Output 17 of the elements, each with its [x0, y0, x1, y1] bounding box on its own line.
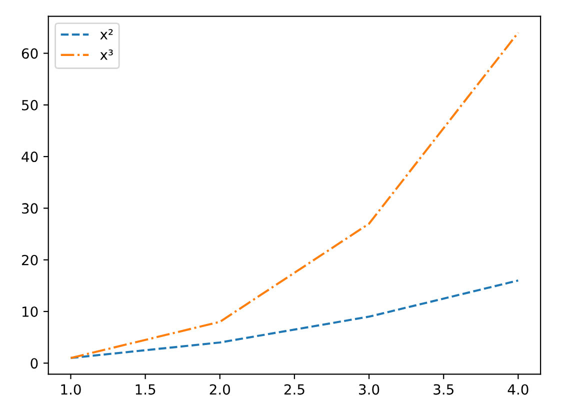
- x-tick-label: 4.0: [508, 384, 528, 395]
- x-tick-label: 3.0: [359, 384, 380, 395]
- x-tick-label: 1.0: [61, 384, 81, 395]
- legend-label: x³: [100, 49, 113, 60]
- x-tick-label: 2.0: [210, 384, 230, 395]
- y-tick-label: 0: [30, 358, 38, 369]
- y-tick-label: 10: [22, 306, 38, 317]
- x-tick-label: 3.5: [434, 384, 454, 395]
- y-tick-label: 60: [22, 48, 38, 59]
- x-tick-label: 1.5: [136, 384, 156, 395]
- y-tick-label: 30: [22, 203, 38, 214]
- y-tick-label: 20: [22, 254, 38, 266]
- line-series: [70, 279, 520, 360]
- x-tick-label: 2.5: [284, 384, 304, 395]
- y-tick-label: 40: [22, 152, 38, 162]
- legend-label: x²: [100, 29, 113, 40]
- y-tick-label: 50: [22, 100, 38, 110]
